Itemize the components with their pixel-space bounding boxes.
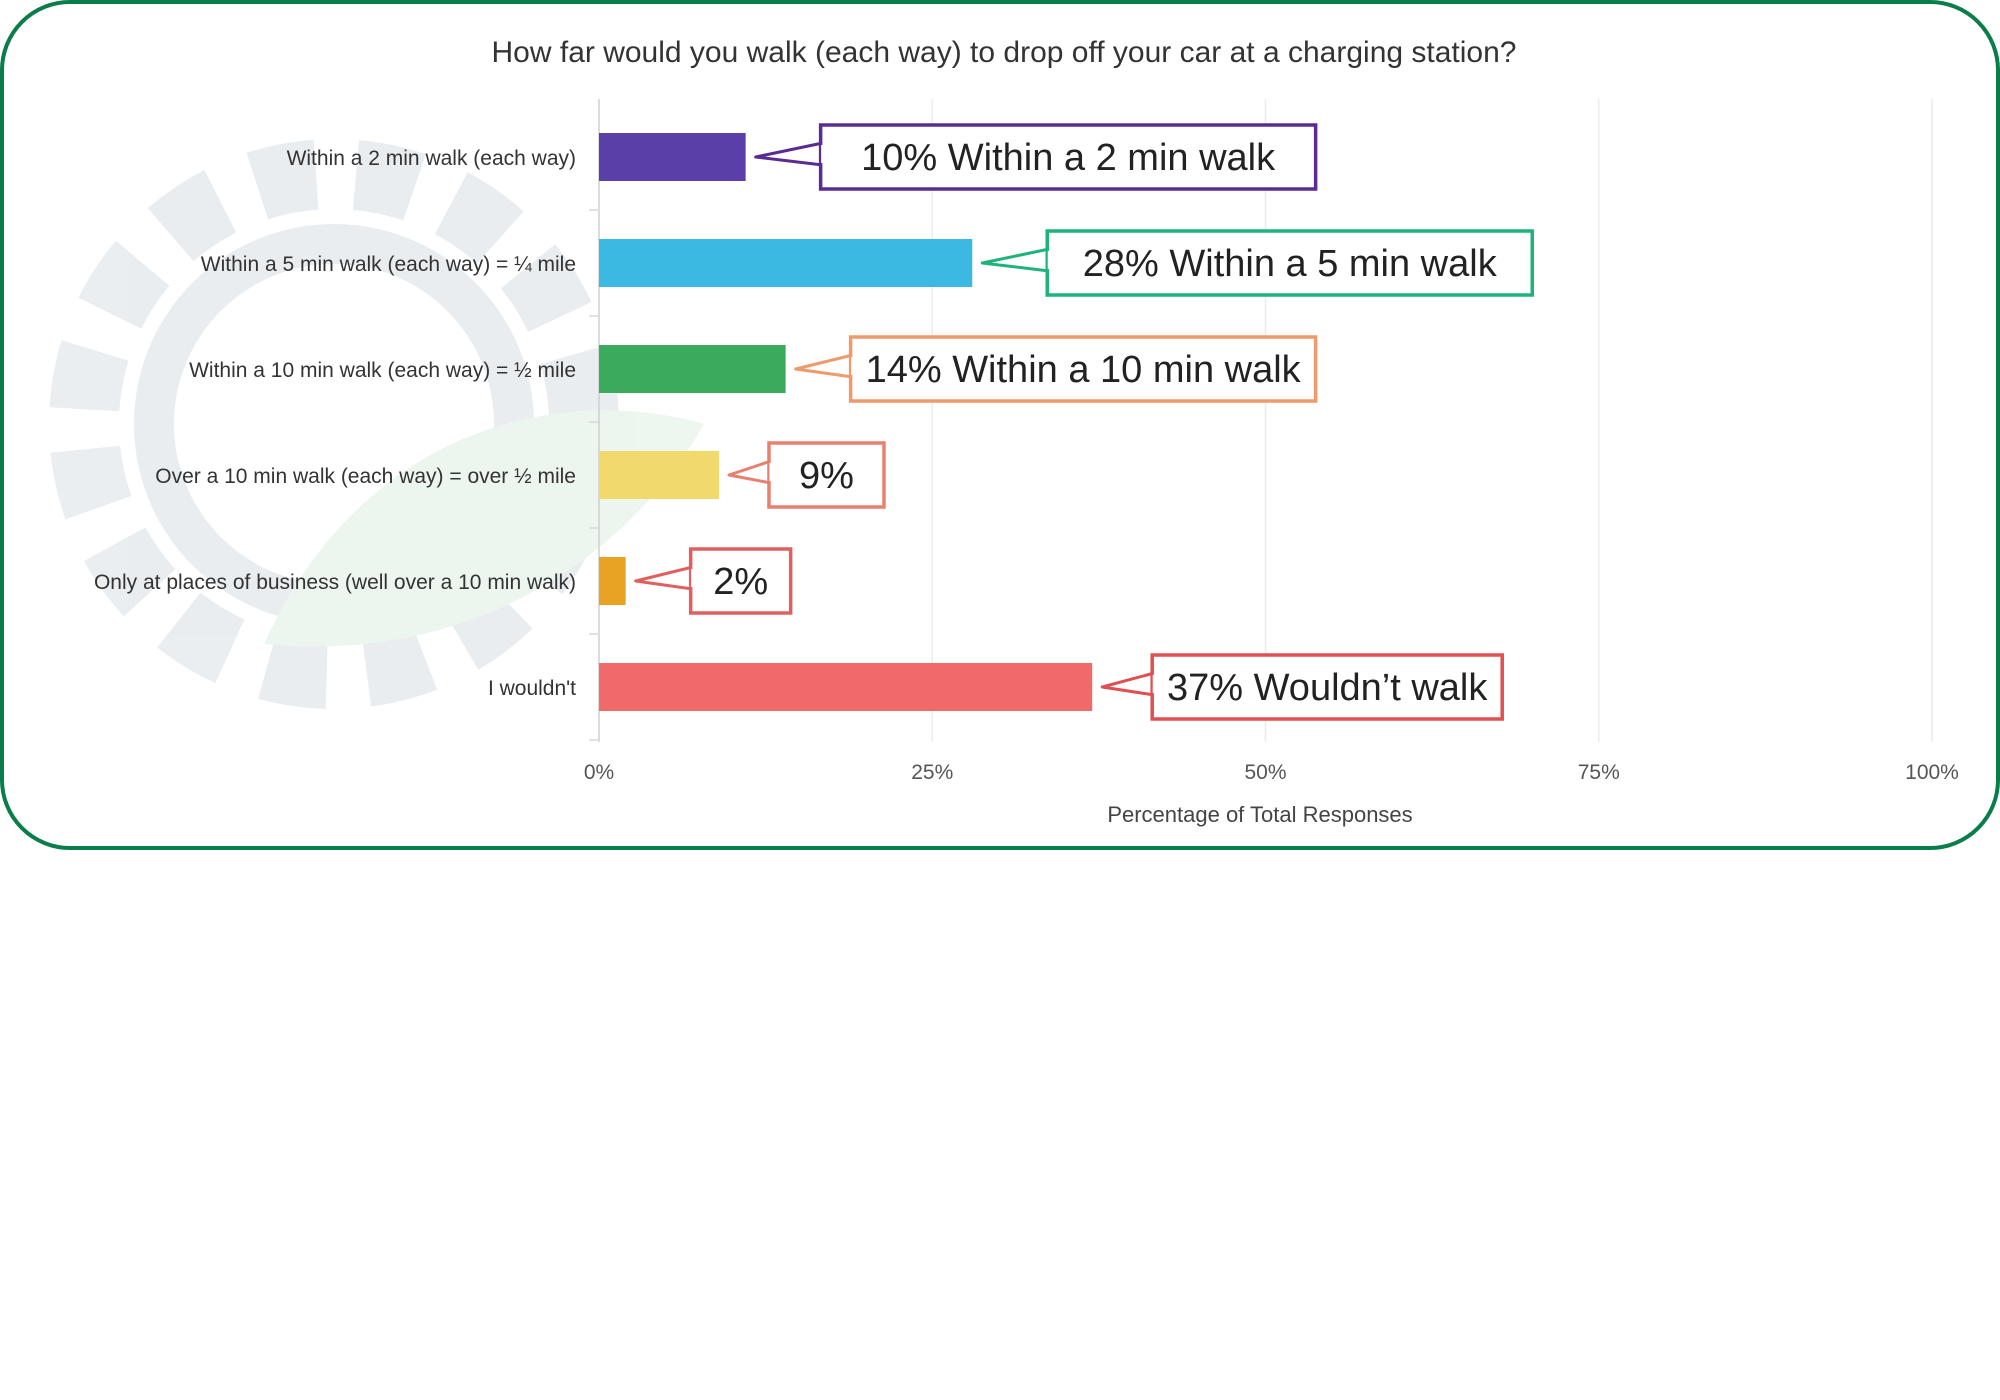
callout-pointer (1100, 671, 1156, 697)
category-label: I wouldn't (488, 677, 576, 700)
x-tick-label: 0% (584, 761, 614, 784)
category-labels: Within a 2 min walk (each way) Within a 5… (94, 147, 576, 700)
callout-text: 10% Within a 2 min walk (861, 137, 1276, 179)
x-tick-labels: 0% 25% 50% 75% 100% (584, 761, 1959, 784)
x-tick-label: 25% (911, 761, 953, 784)
callout-box (688, 547, 793, 615)
bars (599, 133, 1093, 711)
watermark-logo (49, 139, 704, 709)
bar (599, 663, 1093, 711)
category-label: Within a 5 min walk (each way) = ¼ mile (201, 253, 576, 276)
callout-pointer (980, 247, 1051, 273)
chart-title: How far would you walk (each way) to dro… (492, 36, 1517, 69)
callout-box (848, 335, 1318, 403)
callout-box (767, 441, 886, 509)
bar (599, 133, 746, 181)
callout-pointer (634, 565, 695, 591)
x-tick-label: 50% (1244, 761, 1286, 784)
callout-text: 28% Within a 5 min walk (1083, 243, 1498, 285)
category-label: Only at places of business (well over a … (94, 571, 576, 594)
x-tick-label: 100% (1905, 761, 1959, 784)
category-label: Within a 2 min walk (each way) (287, 147, 576, 170)
callout: 2% (634, 547, 793, 615)
bar (599, 345, 786, 393)
bar (599, 451, 719, 499)
callout-box (1150, 653, 1504, 721)
bar (599, 239, 973, 287)
category-label: Within a 10 min walk (each way) = ½ mile (189, 359, 576, 382)
callouts: 10% Within a 2 min walk 28% Within a 5 mi… (634, 123, 1534, 721)
bar (599, 557, 626, 605)
x-tick-label: 75% (1578, 761, 1620, 784)
callout-pointer (794, 353, 855, 379)
callout-box (818, 123, 1318, 191)
chart-figure: How far would you walk (each way) to dro… (0, 0, 2000, 850)
callout-text: 14% Within a 10 min walk (866, 349, 1302, 391)
callout-text: 37% Wouldn’t walk (1167, 667, 1488, 709)
callout: 28% Within a 5 min walk (980, 229, 1534, 297)
callout-pointer (754, 141, 825, 167)
callout: 10% Within a 2 min walk (754, 123, 1318, 191)
callout: 9% (727, 441, 886, 509)
category-label: Over a 10 min walk (each way) = over ½ m… (155, 465, 576, 488)
gridlines (589, 99, 1933, 742)
callout-text: 9% (799, 455, 854, 497)
callout: 37% Wouldn’t walk (1100, 653, 1504, 721)
bar-chart: How far would you walk (each way) to dro… (49, 36, 1959, 827)
callout: 14% Within a 10 min walk (794, 335, 1318, 403)
callout-box (1045, 229, 1534, 297)
callout-text: 2% (713, 561, 768, 603)
x-axis-label: Percentage of Total Responses (1107, 802, 1412, 827)
callout-pointer (727, 459, 773, 485)
